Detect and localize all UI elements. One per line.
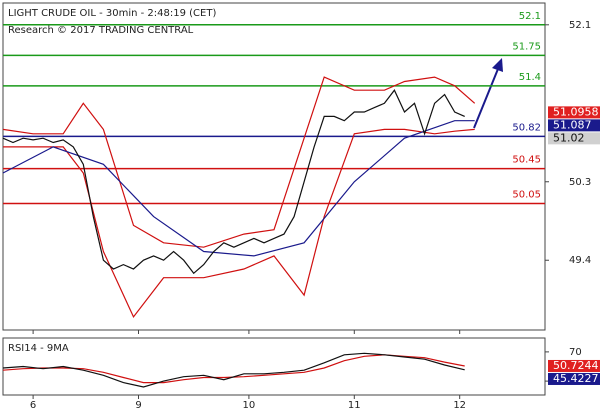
series-line (3, 128, 475, 319)
series-line (2, 89, 465, 275)
plot-frame (2, 2, 546, 331)
x-tick-label: 11 (348, 400, 361, 411)
x-tick-label: 9 (135, 400, 141, 411)
x-tick-label: 12 (453, 400, 466, 411)
series-line (2, 352, 465, 388)
price-marker (548, 119, 600, 132)
level-label: 50.05 (512, 190, 541, 201)
panel-subtitle: Research © 2017 TRADING CENTRAL (8, 25, 194, 36)
y-tick-label: 50.3 (569, 177, 591, 188)
level-label: 50.45 (512, 155, 541, 166)
price-marker-label: 51.0958 (553, 105, 599, 118)
level-label: 51.75 (512, 41, 541, 52)
price-marker (548, 106, 600, 119)
level-label: 52.1 (519, 11, 541, 22)
y-tick-label: 49.4 (569, 255, 591, 266)
level-label: 51.4 (519, 72, 541, 83)
x-tick-label: 10 (243, 400, 256, 411)
forecast-arrow-head (492, 58, 503, 72)
price-marker-label: 51.02 (553, 131, 585, 144)
y-tick-label: 52.1 (569, 20, 591, 31)
series-line (2, 120, 475, 257)
price-marker-label: 45.4227 (553, 372, 599, 385)
x-tick-label: 6 (30, 400, 36, 411)
level-label: 50.82 (512, 122, 541, 133)
price-marker (548, 132, 600, 145)
price-marker (548, 372, 600, 385)
price-marker-label: 50.7244 (553, 359, 599, 372)
panel-title: LIGHT CRUDE OIL - 30min - 2:48:19 (CET) (8, 8, 216, 19)
plot-frame (2, 337, 546, 396)
series-line (2, 76, 476, 248)
y-tick-label: 70 (569, 347, 582, 358)
price-marker-label: 51.087 (553, 118, 592, 131)
forecast-arrow (473, 63, 501, 129)
price-marker (548, 359, 600, 372)
panel-title: RSI14 - 9MA (8, 343, 69, 354)
